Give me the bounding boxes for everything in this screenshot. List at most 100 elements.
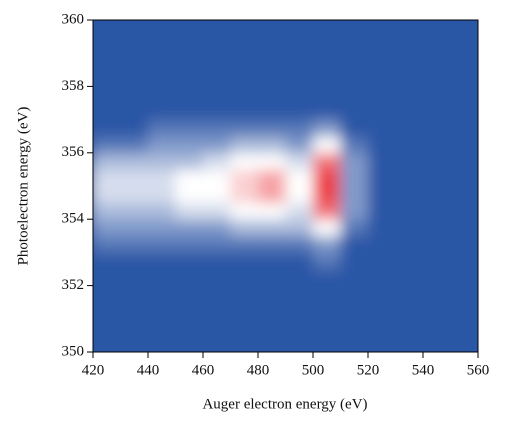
heatmap-cell [93, 335, 121, 352]
heatmap-cell [258, 252, 286, 270]
heatmap-cell [93, 36, 121, 54]
heatmap-cell [203, 152, 231, 170]
heatmap-cell [368, 69, 396, 87]
heatmap-cell [368, 152, 396, 170]
heatmap-cell [203, 285, 231, 303]
heatmap-cell [395, 219, 424, 237]
x-tick-label: 560 [467, 362, 490, 378]
heatmap-cell [148, 53, 176, 71]
heatmap-cell [148, 235, 176, 253]
heatmap-cell [120, 186, 149, 204]
heatmap-cell [395, 86, 424, 104]
heatmap-cell [203, 269, 231, 287]
heatmap-cell [423, 36, 451, 54]
x-tick-label: 500 [302, 362, 325, 378]
heatmap-cell [313, 119, 341, 137]
heatmap-cell [313, 103, 341, 121]
heatmap-cell [203, 103, 231, 121]
heatmap-cell [450, 186, 478, 204]
heatmap-cell [313, 53, 341, 71]
heatmap-cell [285, 335, 314, 352]
heatmap-cell [313, 152, 341, 170]
heatmap-cell [175, 53, 204, 71]
heatmap-cell [313, 318, 341, 336]
heatmap-cell [148, 335, 176, 352]
heatmap-cell [93, 269, 121, 287]
heatmap-cell [230, 302, 259, 320]
x-tick-label: 420 [82, 362, 105, 378]
heatmap-cell [395, 186, 424, 204]
heatmap-cell [93, 119, 121, 137]
heatmap-cell [175, 285, 204, 303]
heatmap-cell [423, 335, 451, 352]
heatmap-cell [285, 152, 314, 170]
heatmap-cell [230, 69, 259, 87]
heatmap-cell [368, 86, 396, 104]
heatmap-cell [285, 136, 314, 154]
heatmap-cell [450, 235, 478, 253]
heatmap-cell [340, 202, 369, 220]
heatmap-cell [285, 53, 314, 71]
heatmap-cell [175, 152, 204, 170]
heatmap-cell [258, 169, 286, 187]
heatmap-cell [285, 86, 314, 104]
heatmap-cell [93, 20, 121, 38]
heatmap-cell [93, 219, 121, 237]
heatmap-cell [285, 235, 314, 253]
heatmap-cell [120, 318, 149, 336]
heatmap-cell [230, 202, 259, 220]
heatmap-cell [175, 302, 204, 320]
heatmap-cell [258, 285, 286, 303]
heatmap-cell [93, 235, 121, 253]
heatmap-cell [258, 136, 286, 154]
heatmap-cell [340, 269, 369, 287]
heatmap-cell [285, 202, 314, 220]
heatmap-cell [175, 318, 204, 336]
heatmap-cell [258, 202, 286, 220]
heatmap-cell [368, 36, 396, 54]
heatmap-cell [120, 169, 149, 187]
heatmap-cell [368, 202, 396, 220]
heatmap-cell [148, 169, 176, 187]
heatmap-cell [340, 69, 369, 87]
heatmap-cell [368, 335, 396, 352]
heatmap-cell [175, 252, 204, 270]
heatmap-cell [368, 103, 396, 121]
heatmap-cell [340, 36, 369, 54]
heatmap-cell [450, 20, 478, 38]
heatmap-cell [258, 318, 286, 336]
heatmap-cell [368, 269, 396, 287]
heatmap-cell [340, 169, 369, 187]
heatmap-cell [285, 186, 314, 204]
heatmap-cell [230, 20, 259, 38]
heatmap-cell [175, 235, 204, 253]
heatmap-cell [93, 285, 121, 303]
x-tick-label: 480 [247, 362, 270, 378]
plot-frame [92, 19, 479, 353]
heatmap-cell [203, 186, 231, 204]
heatmap-cell [258, 119, 286, 137]
heatmap-cell [258, 103, 286, 121]
heatmap-cell [258, 219, 286, 237]
heatmap-cell [203, 252, 231, 270]
heatmap-cell [313, 269, 341, 287]
heatmap-cell [120, 119, 149, 137]
heatmap-cell [368, 136, 396, 154]
heatmap-cell [120, 269, 149, 287]
y-tick-label: 350 [62, 343, 85, 359]
heatmap-cell [423, 69, 451, 87]
heatmap-cell [120, 20, 149, 38]
heatmap-cell [258, 53, 286, 71]
y-tick-label: 352 [62, 277, 85, 293]
heatmap-cell [120, 136, 149, 154]
heatmap-cell [368, 219, 396, 237]
heatmap-cell [423, 53, 451, 71]
heatmap-cell [258, 269, 286, 287]
heatmap-cell [120, 36, 149, 54]
heatmap-cell [395, 53, 424, 71]
heatmap-cell [368, 318, 396, 336]
heatmap-cell [203, 219, 231, 237]
heatmap-cell [93, 69, 121, 87]
heatmap-cell [423, 103, 451, 121]
heatmap-cell [93, 169, 121, 187]
